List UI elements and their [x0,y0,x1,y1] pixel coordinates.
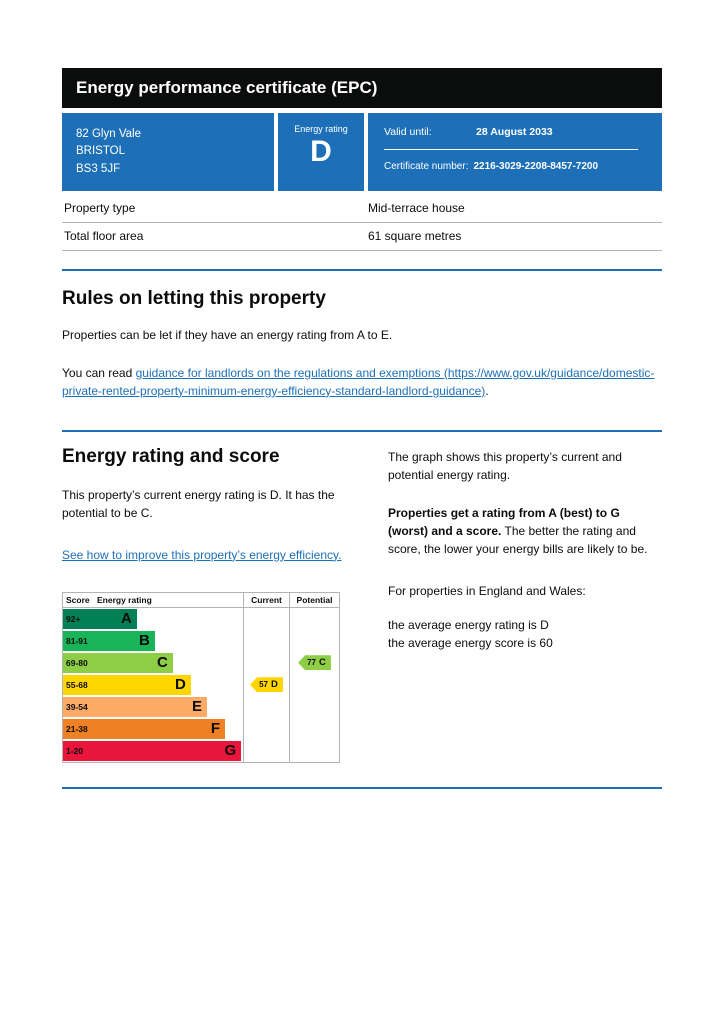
energy-rating-box: Energy rating D [278,113,364,191]
address-line-1: 82 Glyn Vale [76,128,141,140]
summary-panel: 82 Glyn Vale BRISTOL BS3 5JF Energy rati… [62,113,662,191]
epc-band-score: 55-68 [66,679,88,690]
epc-band-row: 55-68 D 57 D [63,673,339,696]
epc-band-row: 39-54 E [63,695,339,718]
energy-rating-chart: Score Energy rating Current Potential 92… [62,591,340,763]
property-row-label: Total floor area [64,228,144,243]
epc-band-row: 1-20 G [63,739,339,762]
energy-rating-label: Energy rating [294,124,348,134]
epc-potential-cell [289,629,339,652]
property-row: Total floor area 61 square metres [62,223,662,251]
epc-band-score: 81-91 [66,635,88,646]
property-row-value: Mid-terrace house [368,200,465,215]
rules-paragraph: Properties can be let if they have an en… [62,327,393,342]
energy-rating-section: Energy rating and score This property’s … [62,446,662,763]
epc-current-cell [243,629,289,652]
link-prefix-text: You can read [62,365,136,380]
epc-band-d: 55-68 D [63,674,191,695]
epc-band-c: 69-80 C [63,652,173,673]
epc-current-cell: 57 D [243,673,289,696]
chart-col-energy-rating: Energy rating [97,594,152,605]
energy-rating-letter: D [310,135,332,168]
potential-rating-tag: 77 C [298,655,331,671]
certificate-number-value: 2216-3029-2208-8457-7200 [473,161,599,172]
epc-potential-cell [289,695,339,718]
average-rating-line: the average energy rating is D [388,617,549,632]
epc-band-e: 39-54 E [63,696,207,717]
epc-band-letter: C [156,654,168,672]
current-rating-tag: 57 D [250,677,283,693]
epc-band-a: 92+ A [63,608,137,629]
valid-until-value: 28 August 2033 [476,126,553,138]
epc-band-letter: B [138,632,150,650]
section-divider-2 [62,429,662,432]
epc-band-row: 81-91 B [63,629,339,652]
property-row-value: 61 square metres [368,228,462,243]
epc-band-letter: E [191,698,202,716]
epc-potential-cell: 77 C [289,651,339,674]
property-row-label: Property type [64,200,136,215]
rating-explainer-rest: The better the rating and score, the low… [388,523,648,556]
epc-band-row: 21-38 F [63,717,339,740]
chart-col-score: Score [66,594,90,605]
valid-until-label: Valid until: [384,126,432,138]
epc-band-score: 1-20 [66,745,84,756]
epc-band-row: 92+ A [63,607,339,630]
improve-link-paragraph: See how to improve this property’s energ… [62,546,352,564]
epc-band-letter: F [210,720,220,738]
energy-score-heading: Energy rating and score [62,445,280,467]
epc-band-row: 69-80 C 77 C [63,651,339,674]
rules-link-paragraph: You can read guidance for landlords on t… [62,364,662,400]
validity-box: Valid until: 28 August 2033 Certificate … [368,113,662,191]
epc-band-letter: G [224,742,237,760]
epc-band-b: 81-91 B [63,630,155,651]
epc-potential-cell [289,739,339,762]
property-row: Property type Mid-terrace house [62,195,662,223]
epc-current-cell [243,695,289,718]
epc-band-score: 39-54 [66,701,88,712]
epc-potential-cell [289,673,339,696]
improve-efficiency-link[interactable]: See how to improve this property’s energ… [62,547,342,562]
section-divider-3 [62,786,662,789]
epc-potential-cell [289,717,339,740]
rating-explainer-bold: Properties get a rating from A (best) to… [388,505,620,538]
epc-band-score: 69-80 [66,657,88,668]
chart-col-potential: Potential [289,592,339,607]
epc-band-letter: A [120,610,132,628]
epc-current-cell [243,739,289,762]
average-score-line: the average energy score is 60 [388,635,553,650]
address-line-2: BRISTOL [76,145,125,158]
england-wales-paragraph: For properties in England and Wales: [388,583,586,598]
epc-band-f: 21-38 F [63,718,225,739]
rating-explainer-paragraph: Properties get a rating from A (best) to… [388,504,648,558]
averages-paragraph: the average energy rating is D the avera… [388,616,648,652]
epc-chart-rows: 92+ A 81-91 B 69-80 C 77 C 55-68 D 57 D 39-54 E 21-38 F… [63,607,339,762]
epc-current-cell [243,717,289,740]
section-divider-1 [62,268,662,271]
link-suffix-text: . [485,383,489,398]
rules-heading: Rules on letting this property [62,287,326,309]
property-address: 82 Glyn Vale BRISTOL BS3 5JF [62,113,274,191]
graph-explainer-paragraph: The graph shows this property’s current … [388,449,622,482]
epc-potential-cell [289,607,339,630]
epc-band-g: 1-20 G [63,740,242,761]
epc-band-score: 21-38 [66,723,88,734]
chart-col-current: Current [243,592,289,607]
certificate-number-label: Certificate number: [384,161,469,172]
epc-band-score: 92+ [66,613,81,624]
epc-band-letter: D [174,676,186,694]
property-details-table: Property type Mid-terrace house Total floo… [62,195,662,251]
page-title: Energy performance certificate (EPC) [62,68,662,108]
address-line-3: BS3 5JF [76,162,121,175]
landlord-guidance-link[interactable]: guidance for landlords on the regulation… [62,365,655,398]
energy-intro-paragraph: This property’s current energy rating is… [62,487,335,520]
epc-current-cell [243,607,289,630]
valid-until-underline [384,149,639,150]
epc-current-cell [243,651,289,674]
epc-chart-header: Score Energy rating Current Potential [63,592,339,608]
